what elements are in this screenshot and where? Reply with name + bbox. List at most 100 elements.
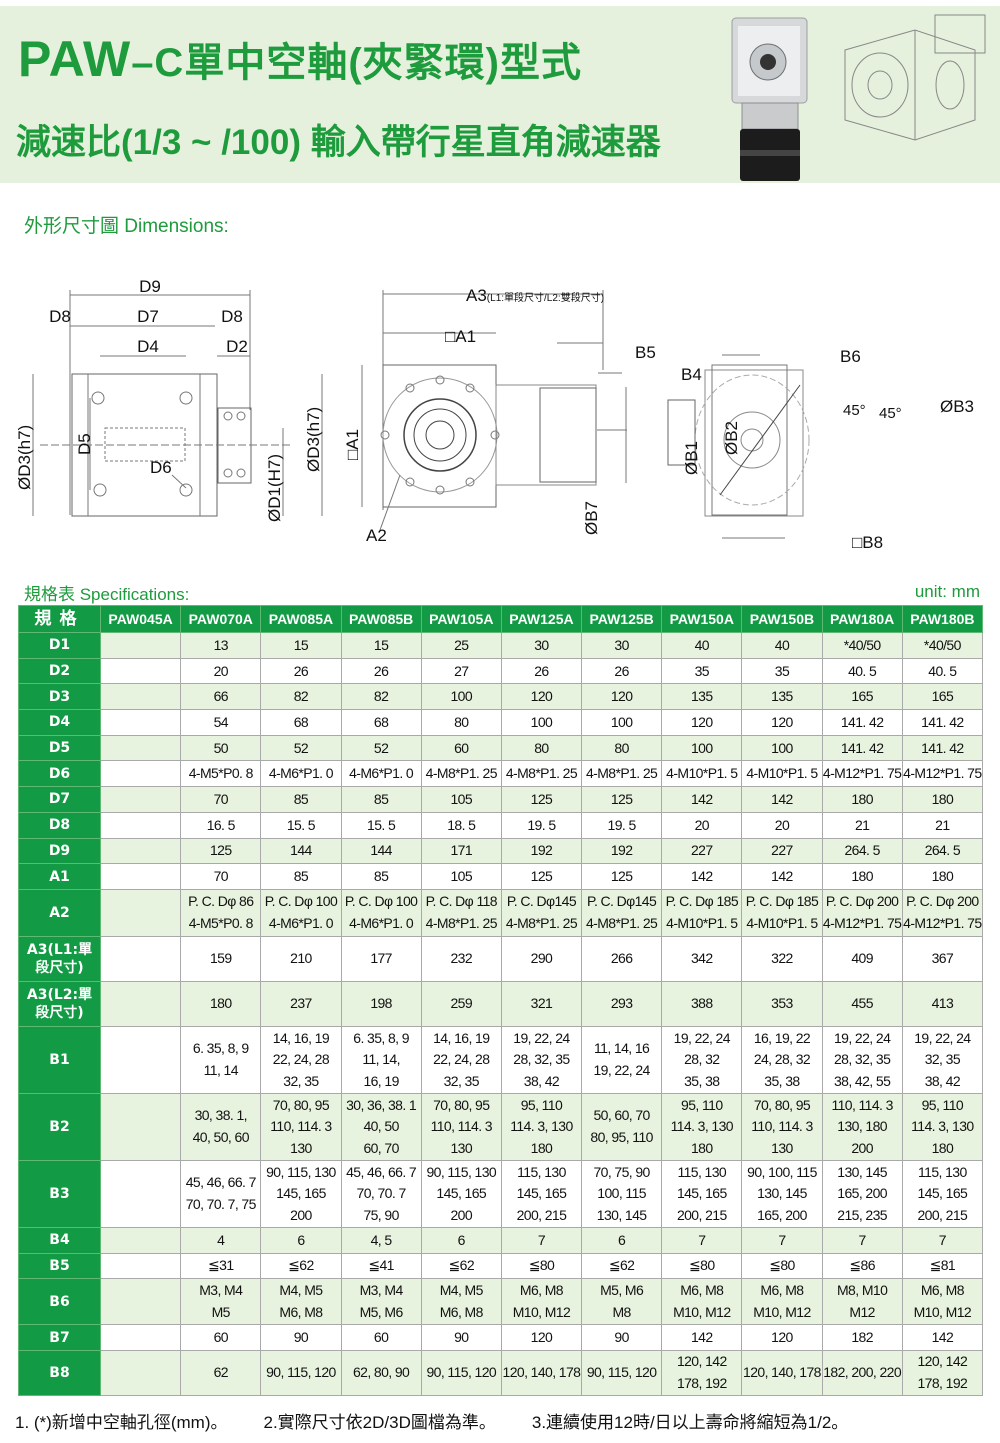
column-header: PAW180A <box>821 605 903 633</box>
row-label: A3(L1:單 段尺寸) <box>18 935 101 982</box>
table-cell: 30 <box>500 632 583 659</box>
column-header: PAW105A <box>420 605 502 633</box>
table-cell: 180 <box>821 863 903 890</box>
table-cell: P. C. Dφ 100 4-M6*P1. 0 <box>260 888 342 937</box>
table-cell: 60 <box>340 1324 422 1351</box>
table-cell: ≦80 <box>741 1252 823 1280</box>
table-cell: 19, 22, 24 32, 35 38, 42 <box>901 1025 984 1094</box>
row-label: D1 <box>18 632 101 659</box>
column-header: PAW085B <box>340 605 422 633</box>
table-cell-empty <box>99 1324 182 1351</box>
table-cell: 21 <box>901 811 984 839</box>
table-cell: 60 <box>180 1324 262 1351</box>
table-cell: 388 <box>661 980 743 1027</box>
table-cell: 177 <box>340 935 422 982</box>
table-cell: 259 <box>420 980 502 1027</box>
table-cell: 227 <box>661 837 743 865</box>
table-cell: 142 <box>661 1324 743 1351</box>
table-cell: 70, 80, 95 110, 114. 3 130 <box>260 1092 342 1161</box>
label-angle-1: 45° <box>843 402 866 419</box>
table-cell: 125 <box>500 863 583 890</box>
row-label: B8 <box>18 1349 101 1396</box>
table-cell: 120, 140, 178 <box>500 1349 583 1396</box>
label-b2: ØB2 <box>722 421 741 455</box>
table-cell: ≦62 <box>420 1252 502 1280</box>
table-cell: 15. 5 <box>340 811 422 839</box>
table-cell: 82 <box>260 683 342 711</box>
table-cell: 120 <box>741 1324 823 1351</box>
table-cell: M5, M6 M8 <box>581 1278 663 1326</box>
table-cell-empty <box>99 811 182 839</box>
table-cell-empty <box>99 837 182 865</box>
table-cell: 290 <box>500 935 583 982</box>
table-cell: 35 <box>661 657 743 685</box>
row-label: B1 <box>18 1025 101 1094</box>
table-cell: 6 <box>581 1226 663 1254</box>
table-cell: 14, 16, 19 22, 24, 28 32, 35 <box>260 1025 342 1094</box>
table-cell: P. C. Dφ 185 4-M10*P1. 5 <box>661 888 743 937</box>
table-cell: 4-M10*P1. 5 <box>741 760 823 788</box>
table-cell: 90 <box>420 1324 502 1351</box>
table-cell: 95, 110 114. 3, 130 180 <box>500 1092 583 1161</box>
table-cell: 20 <box>661 811 743 839</box>
table-cell: 70, 80, 95 110, 114. 3 130 <box>741 1092 823 1161</box>
table-cell: 237 <box>260 980 342 1027</box>
table-cell-empty <box>99 632 182 659</box>
table-row: D1 13 15 15 25 30 30 40 40 *40/50 *40/50 <box>18 632 984 659</box>
table-cell: 353 <box>741 980 823 1027</box>
table-cell: P. C. Dφ 200 4-M12*P1. 75 <box>901 888 984 937</box>
table-cell: 50, 60, 70 80, 95, 110 <box>581 1092 663 1161</box>
table-cell: 7 <box>661 1226 743 1254</box>
table-cell-empty <box>99 935 182 982</box>
table-cell: 144 <box>260 837 342 865</box>
table-cell: 120 <box>741 709 823 736</box>
table-cell: 141. 42 <box>821 734 903 762</box>
product-drawing-3d <box>844 14 986 141</box>
table-cell: 4-M8*P1. 25 <box>581 760 663 788</box>
table-cell: 264. 5 <box>901 837 984 865</box>
table-cell: 7 <box>821 1226 903 1254</box>
table-cell: 52 <box>340 734 422 762</box>
table-cell: 125 <box>180 837 262 865</box>
table-cell: 142 <box>661 863 743 890</box>
table-cell: 21 <box>821 811 903 839</box>
table-cell: M6, M8 M10, M12 <box>500 1278 583 1326</box>
table-row: B3 45, 46, 66. 7 70, 70. 7, 75 90, 115, 13… <box>18 1159 984 1228</box>
table-cell: 180 <box>180 980 262 1027</box>
table-cell: 70 <box>180 863 262 890</box>
table-cell: 15. 5 <box>260 811 342 839</box>
table-cell: 142 <box>661 786 743 813</box>
table-cell: 6. 35, 8, 9 11, 14 <box>180 1025 262 1094</box>
table-cell: 25 <box>420 632 502 659</box>
table-cell: 4, 5 <box>340 1226 422 1254</box>
table-cell: 90, 115, 130 145, 165 200 <box>420 1159 502 1228</box>
table-cell: 82 <box>340 683 422 711</box>
table-row: B2 30, 38. 1, 40, 50, 60 70, 80, 95 110, 1… <box>18 1092 984 1161</box>
column-header: PAW150A <box>661 605 743 633</box>
table-cell: 80 <box>581 734 663 762</box>
row-label: A2 <box>18 888 101 937</box>
table-cell: 413 <box>901 980 984 1027</box>
table-cell: 4-M8*P1. 25 <box>420 760 502 788</box>
table-cell-empty <box>99 734 182 762</box>
table-cell: 80 <box>500 734 583 762</box>
table-header-row: 規格 PAW045A PAW070A PAW085A PAW085B PAW105A PA… <box>18 605 984 633</box>
table-row: B7 60 90 60 90 120 90 142 120 182 142 <box>18 1324 984 1351</box>
table-cell: 455 <box>821 980 903 1027</box>
row-label: A1 <box>18 863 101 890</box>
table-cell: 95, 110 114. 3, 130 180 <box>901 1092 984 1161</box>
table-cell: 135 <box>741 683 823 711</box>
table-cell: 105 <box>420 786 502 813</box>
table-cell: 227 <box>741 837 823 865</box>
table-cell: *40/50 <box>901 632 984 659</box>
table-cell-empty <box>99 657 182 685</box>
note-1: 1. (*)新增中空軸孔徑(mm)。 <box>15 1412 228 1432</box>
table-cell: 125 <box>581 786 663 813</box>
table-cell: M6, M8 M10, M12 <box>901 1278 984 1326</box>
table-cell: 120 <box>500 683 583 711</box>
table-cell: 144 <box>340 837 422 865</box>
table-cell: 120, 142 178, 192 <box>901 1349 984 1396</box>
table-cell: M6, M8 M10, M12 <box>741 1278 823 1326</box>
table-cell: 90, 115, 120 <box>581 1349 663 1396</box>
table-cell: 90, 115, 130 145, 165 200 <box>260 1159 342 1228</box>
